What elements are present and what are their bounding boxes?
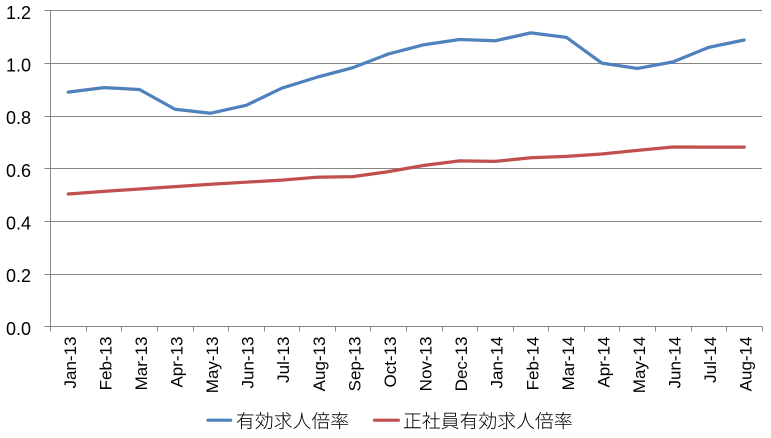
svg-text:0.4: 0.4 bbox=[6, 213, 31, 233]
svg-text:Apr-13: Apr-13 bbox=[168, 337, 187, 388]
svg-text:0.8: 0.8 bbox=[6, 108, 31, 128]
svg-text:0.6: 0.6 bbox=[6, 161, 31, 181]
svg-text:Aug-13: Aug-13 bbox=[310, 337, 329, 392]
svg-text:Feb-13: Feb-13 bbox=[96, 337, 115, 391]
svg-text:Sep-13: Sep-13 bbox=[345, 337, 364, 392]
svg-text:Jun-13: Jun-13 bbox=[239, 337, 258, 389]
svg-text:Aug-14: Aug-14 bbox=[737, 337, 756, 392]
svg-text:Jul-13: Jul-13 bbox=[274, 337, 293, 383]
svg-text:1.0: 1.0 bbox=[6, 55, 31, 75]
svg-text:Apr-14: Apr-14 bbox=[594, 337, 613, 388]
svg-text:0.2: 0.2 bbox=[6, 266, 31, 286]
svg-text:Jan-14: Jan-14 bbox=[488, 337, 507, 389]
svg-text:Oct-13: Oct-13 bbox=[381, 337, 400, 388]
svg-text:Jun-14: Jun-14 bbox=[666, 337, 685, 389]
svg-text:Nov-13: Nov-13 bbox=[417, 337, 436, 392]
svg-text:Jan-13: Jan-13 bbox=[61, 337, 80, 389]
svg-text:May-14: May-14 bbox=[630, 337, 649, 394]
svg-text:Mar-14: Mar-14 bbox=[559, 337, 578, 391]
svg-text:1.2: 1.2 bbox=[6, 3, 31, 23]
svg-text:Dec-13: Dec-13 bbox=[452, 337, 471, 392]
svg-text:Mar-13: Mar-13 bbox=[132, 337, 151, 391]
svg-text:Jul-14: Jul-14 bbox=[701, 337, 720, 383]
svg-text:0.0: 0.0 bbox=[6, 319, 31, 339]
svg-text:May-13: May-13 bbox=[203, 337, 222, 394]
svg-text:Feb-14: Feb-14 bbox=[523, 337, 542, 391]
